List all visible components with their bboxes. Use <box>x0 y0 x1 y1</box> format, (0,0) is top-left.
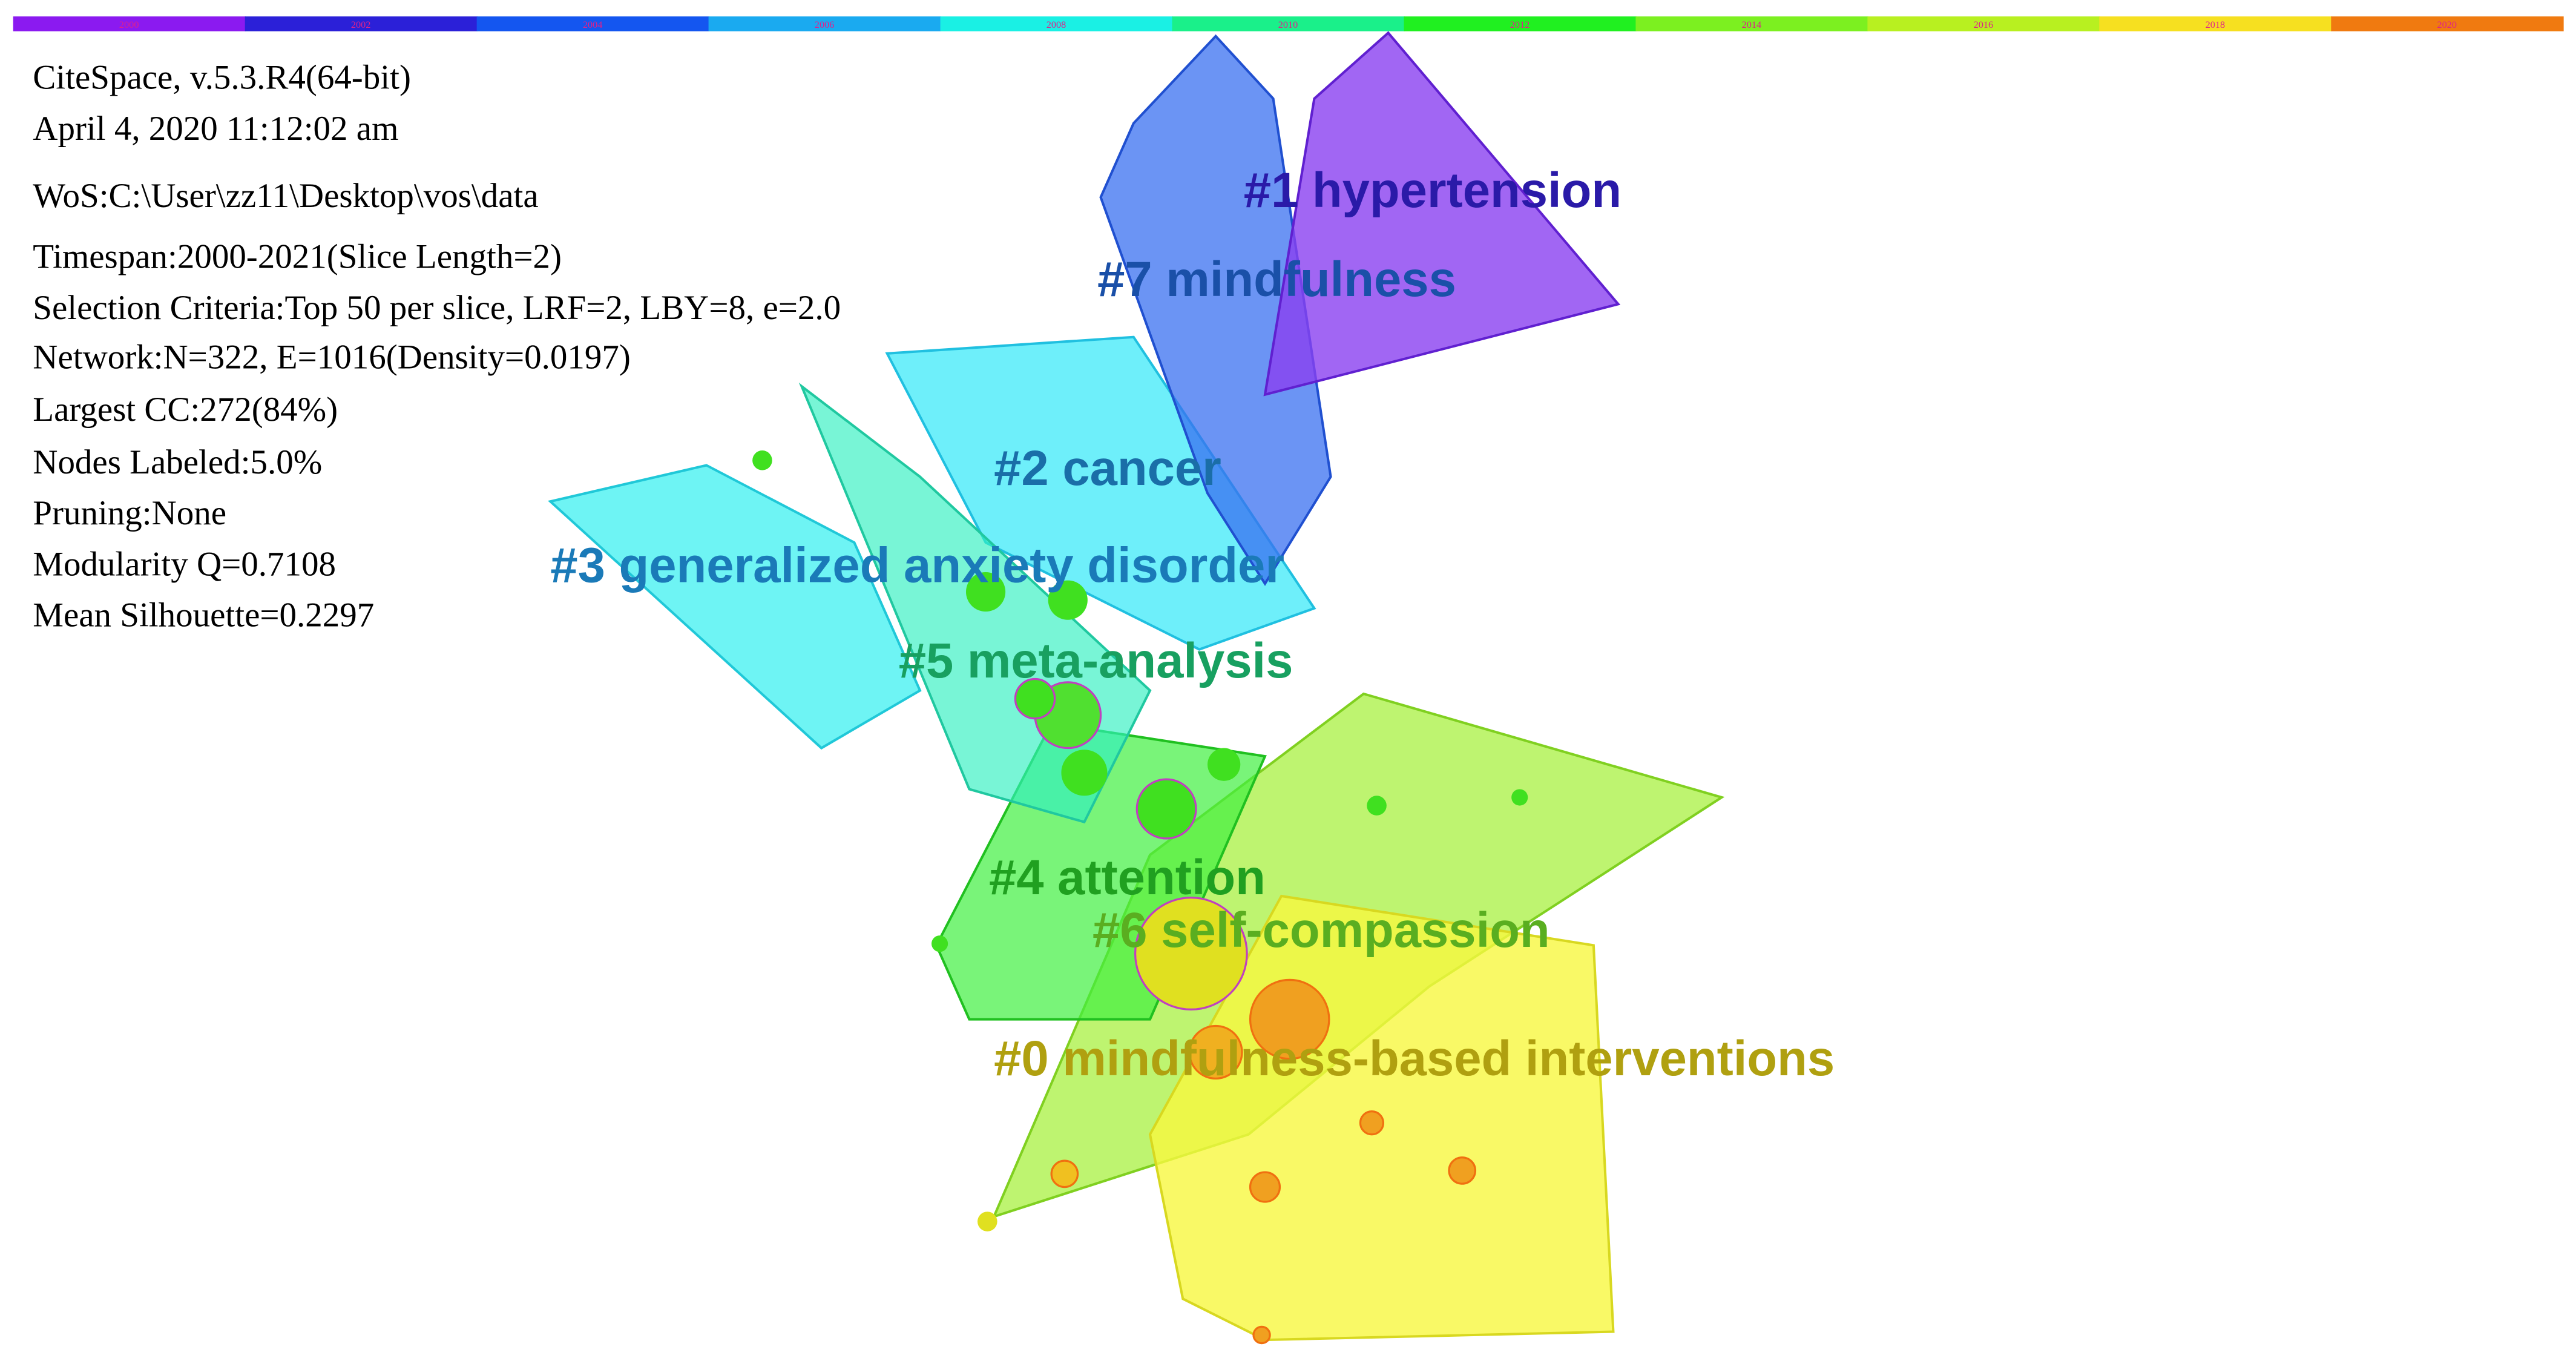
timeline-year: 2016 <box>1974 19 1994 30</box>
timeline-year: 2018 <box>2206 19 2226 30</box>
node <box>1208 748 1241 781</box>
timeline-year: 2012 <box>1510 19 1530 30</box>
info-line: Network:N=322, E=1016(Density=0.0197) <box>33 338 631 376</box>
node <box>1134 897 1248 1010</box>
node <box>1050 1159 1079 1188</box>
node <box>1448 1156 1477 1185</box>
node <box>1359 1110 1385 1136</box>
node <box>1135 778 1197 840</box>
cluster-label: #6 self-compassion <box>1092 903 1550 958</box>
node <box>752 450 772 470</box>
timeline-segment <box>708 16 941 31</box>
cluster-label: #4 attention <box>989 850 1266 905</box>
info-line: Modularity Q=0.7108 <box>33 545 336 583</box>
cluster-label: #5 meta-analysis <box>899 633 1293 688</box>
hull <box>885 335 1316 651</box>
info-line: CiteSpace, v.5.3.R4(64-bit) <box>33 59 411 97</box>
timeline-year: 2020 <box>2437 19 2457 30</box>
node <box>1252 1325 1271 1345</box>
hull <box>1263 31 1621 397</box>
info-block: CiteSpace, v.5.3.R4(64-bit) April 4, 2020… <box>33 59 841 635</box>
timeline-year: 2004 <box>583 19 603 30</box>
info-line: Largest CC:272(84%) <box>33 391 338 429</box>
nodes <box>752 450 1528 1345</box>
timeline-year: 2008 <box>1046 19 1066 30</box>
info-line: Timespan:2000-2021(Slice Length=2) <box>33 238 562 276</box>
timeline-segment <box>2099 16 2332 31</box>
node <box>1249 978 1330 1060</box>
timeline-year: 2000 <box>119 19 139 30</box>
node <box>1048 580 1088 620</box>
info-line: Selection Criteria:Top 50 per slice, LRF… <box>33 289 841 327</box>
timeline-segment <box>13 16 246 31</box>
node <box>932 935 948 952</box>
node <box>1188 1024 1243 1079</box>
timeline-year: 2006 <box>815 19 835 30</box>
timeline-segment <box>476 16 709 31</box>
info-line: Nodes Labeled:5.0% <box>33 443 322 481</box>
info-line: Pruning:None <box>33 494 226 532</box>
timeline-segment <box>245 16 478 31</box>
info-line: Mean Silhouette=0.2297 <box>33 596 374 635</box>
info-line: April 4, 2020 11:12:02 am <box>33 110 398 148</box>
cluster-label: #7 mindfulness <box>1097 252 1456 307</box>
cluster-labels: #1 hypertension #7 mindfulness #2 cancer #3… <box>550 163 1835 1086</box>
node <box>978 1211 997 1231</box>
timeline-segment <box>940 16 1173 31</box>
timeline-year: 2014 <box>1742 19 1762 30</box>
timeline-segment <box>2331 16 2564 31</box>
info-line: WoS:C:\User\zz11\Desktop\vos\data <box>33 177 538 215</box>
timeline-year: 2002 <box>351 19 371 30</box>
node <box>1249 1171 1281 1203</box>
node <box>966 572 1006 612</box>
timeline-segment <box>1635 16 1868 31</box>
hull <box>548 464 922 750</box>
cluster-label: #3 generalized anxiety disorder <box>550 538 1284 593</box>
timeline-segment <box>1404 16 1637 31</box>
node <box>1014 677 1056 720</box>
cluster-label: #2 cancer <box>994 441 1221 496</box>
node <box>1367 796 1387 816</box>
node <box>1511 789 1528 806</box>
cluster-label: #1 hypertension <box>1244 163 1622 218</box>
timeline-year: 2010 <box>1278 19 1298 30</box>
timeline-segment <box>1867 16 2100 31</box>
cluster-label: #0 mindfulness-based interventions <box>994 1031 1835 1086</box>
timeline-segment <box>1172 16 1405 31</box>
timeline-bar: 2000 2002 2004 2006 2008 2010 2012 2014 2016 2018… <box>13 16 2564 31</box>
node <box>1061 750 1108 796</box>
